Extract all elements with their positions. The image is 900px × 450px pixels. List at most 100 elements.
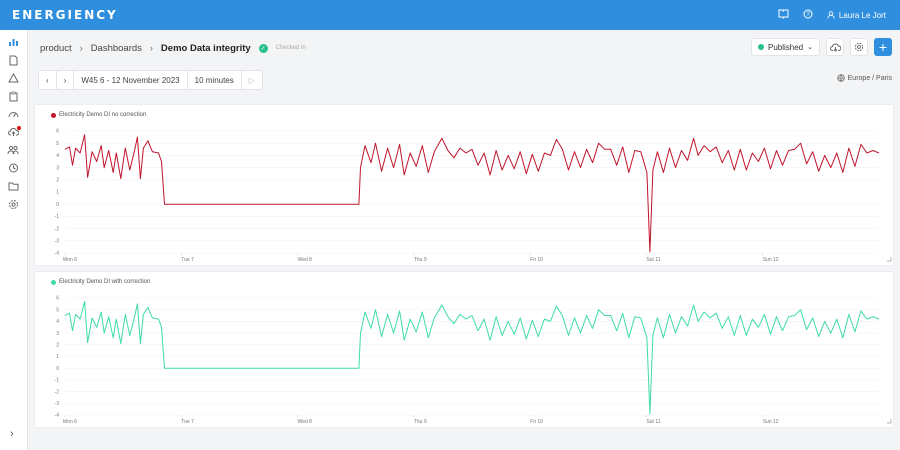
y-tick-label: 3: [56, 165, 59, 171]
time-toolbar: ‹ › W45 6 - 12 November 2023 10 minutes …: [28, 66, 900, 94]
header-actions: Published ⌄ +: [750, 38, 892, 56]
resize-handle-icon: [887, 419, 892, 424]
chevron-down-icon: ⌄: [807, 44, 813, 51]
breadcrumb-dashboards[interactable]: Dashboards: [90, 42, 142, 54]
interval-selector[interactable]: 10 minutes: [188, 71, 242, 89]
y-tick-label: -1: [55, 378, 60, 384]
y-tick-label: 1: [56, 354, 59, 360]
resize-handle-icon: [887, 257, 892, 262]
plus-icon: +: [878, 39, 888, 55]
x-tick-label: Tue 7: [181, 419, 194, 425]
x-tick-label: Thu 9: [414, 257, 427, 263]
chart-panel-no-correction: Electricity Demo DI no correction 6 5 4 3 2 1…: [34, 104, 894, 266]
series-line: [64, 301, 880, 415]
play-button[interactable]: ▷: [242, 71, 262, 89]
legend-label: Electricity Demo DI no correction: [59, 112, 147, 118]
user-name: Laura Le Jort: [838, 10, 886, 20]
x-tick-label: Wed 8: [298, 419, 313, 425]
page-header: product › Dashboards › Demo Data integri…: [28, 30, 900, 66]
sidebar: ›: [0, 30, 28, 450]
publish-label: Published: [767, 42, 804, 52]
y-tick-label: -4: [55, 413, 60, 419]
y-tick-label: -3: [55, 401, 60, 407]
y-tick-label: 5: [56, 141, 59, 147]
y-tick-label: 6: [56, 129, 59, 135]
top-right-controls: ? Laura Le Jort: [778, 0, 886, 30]
y-tick-label: 1: [56, 190, 59, 196]
legend-dot: [51, 112, 56, 118]
play-icon: ▷: [248, 75, 255, 85]
x-tick-label: Wed 8: [298, 257, 313, 263]
chart-legend[interactable]: Electricity Demo DI no correction: [51, 112, 146, 118]
settings-icon[interactable]: [6, 198, 20, 210]
folder-icon[interactable]: [6, 180, 20, 192]
chart-legend[interactable]: Electricity Demo DI with correction: [51, 279, 150, 285]
publish-dropdown[interactable]: Published ⌄: [750, 38, 820, 56]
users-icon[interactable]: [6, 144, 20, 156]
legend-label: Electricity Demo DI with correction: [59, 279, 151, 285]
y-tick-label: 6: [56, 296, 59, 302]
add-button[interactable]: +: [874, 38, 892, 56]
prev-period-button[interactable]: ‹: [39, 71, 57, 89]
gear-icon: [854, 42, 864, 52]
chevron-left-icon: ‹: [46, 75, 49, 85]
y-tick-label: -3: [55, 239, 60, 245]
question-circle-icon[interactable]: ?: [803, 9, 813, 21]
y-tick-label: 2: [56, 178, 59, 184]
x-tick-label: Fri 10: [530, 419, 543, 425]
y-tick-label: 3: [56, 331, 59, 337]
chevron-right-icon: ›: [79, 43, 83, 53]
dashboard-icon[interactable]: [6, 36, 20, 48]
y-tick-label: -4: [55, 251, 60, 257]
x-tick-label: Mon 6: [63, 257, 77, 263]
breadcrumb: product › Dashboards › Demo Data integri…: [40, 43, 306, 54]
period-label[interactable]: W45 6 - 12 November 2023: [74, 71, 188, 89]
page-title: Demo Data integrity: [160, 42, 251, 54]
timezone-label: Europe / Paris: [847, 74, 892, 82]
x-tick-label: Sat 11: [646, 257, 660, 263]
legend-dot: [51, 279, 56, 285]
breadcrumb-product[interactable]: product: [40, 42, 72, 54]
settings-button[interactable]: [850, 38, 868, 56]
period-selector: ‹ › W45 6 - 12 November 2023 10 minutes …: [38, 70, 263, 90]
svg-text:?: ?: [806, 12, 810, 18]
status-label: Checked in: [275, 45, 306, 51]
document-icon[interactable]: [6, 54, 20, 66]
y-tick-label: -2: [55, 226, 60, 232]
gauge-icon[interactable]: [6, 108, 20, 120]
user-menu[interactable]: Laura Le Jort: [827, 11, 886, 20]
x-tick-label: Fri 10: [530, 257, 543, 263]
chevron-right-icon: ›: [149, 43, 153, 53]
chart-panel-with-correction: Electricity Demo DI with correction 6 5 4 3…: [34, 271, 894, 428]
clipboard-icon[interactable]: [6, 90, 20, 102]
next-period-button[interactable]: ›: [57, 71, 75, 89]
chevron-right-icon[interactable]: ›: [10, 428, 14, 440]
chevron-right-icon: ›: [63, 75, 67, 85]
cloud-upload-icon[interactable]: [6, 126, 21, 138]
x-tick-label: Sat 11: [646, 419, 660, 425]
top-bar: ENERGIENCY ? Laura Le Jort: [0, 0, 900, 30]
cloud-download-button[interactable]: [826, 38, 844, 56]
notification-dot: [17, 126, 21, 130]
timezone-selector[interactable]: Europe / Paris: [836, 74, 892, 82]
status-dot: [757, 44, 764, 50]
y-tick-label: 5: [56, 307, 59, 313]
check-circle-icon: ✓: [258, 43, 268, 53]
x-tick-label: Tue 7: [181, 257, 194, 263]
y-tick-label: 2: [56, 343, 59, 349]
app-logo[interactable]: ENERGIENCY: [12, 8, 118, 22]
globe-icon: [836, 74, 845, 82]
x-tick-label: Sun 12: [763, 257, 779, 263]
x-tick-label: Thu 9: [414, 419, 427, 425]
y-tick-label: 0: [56, 202, 59, 208]
y-tick-label: 4: [56, 153, 59, 159]
x-tick-label: Sun 12: [763, 419, 779, 425]
history-icon[interactable]: [6, 162, 20, 174]
y-tick-label: 4: [56, 319, 59, 325]
series-line: [64, 134, 880, 253]
book-icon[interactable]: [778, 9, 789, 21]
y-tick-label: -1: [55, 214, 60, 220]
alert-icon[interactable]: [6, 72, 20, 84]
